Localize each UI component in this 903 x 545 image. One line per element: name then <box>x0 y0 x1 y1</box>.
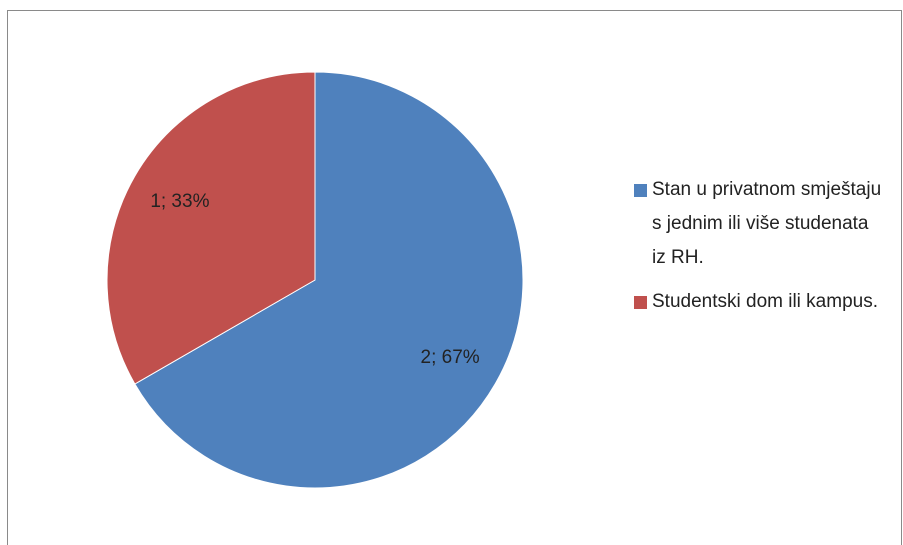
pie-slice <box>134 71 524 489</box>
legend-label: Stan u privatnom smještaju s jednim ili … <box>652 179 882 268</box>
legend-item: Stan u privatnom smještaju s jednim ili … <box>634 173 884 275</box>
pie-slice <box>106 71 316 385</box>
legend-swatch <box>634 184 647 197</box>
legend-label: Studentski dom ili kampus. <box>652 291 878 312</box>
legend-item: Studentski dom ili kampus. <box>634 285 884 319</box>
data-label: 2; 67% <box>421 347 480 368</box>
legend-swatch <box>634 296 647 309</box>
data-label: 1; 33% <box>150 191 209 212</box>
